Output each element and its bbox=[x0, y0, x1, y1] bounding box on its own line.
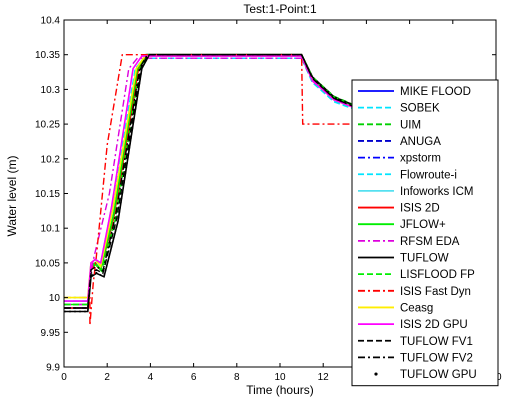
legend-label: SOBEK bbox=[400, 103, 440, 115]
legend-label: xpstorm bbox=[400, 153, 441, 165]
legend-label: UIM bbox=[400, 119, 421, 131]
y-tick-label: 9.95 bbox=[41, 328, 61, 339]
legend-label: ISIS Fast Dyn bbox=[400, 286, 471, 298]
x-axis-label: Time (hours) bbox=[246, 383, 314, 397]
y-tick-label: 9.9 bbox=[46, 363, 60, 374]
y-axis-label: Water level (m) bbox=[5, 156, 19, 237]
x-tick-label: 2 bbox=[104, 372, 110, 383]
y-tick-label: 10 bbox=[49, 293, 61, 304]
legend-entry: ISIS 2D GPU bbox=[358, 319, 468, 331]
y-tick-label: 10.1 bbox=[41, 224, 61, 235]
y-tick-label: 10.35 bbox=[35, 50, 60, 61]
legend-marker bbox=[374, 372, 378, 376]
legend-entry: SOBEK bbox=[358, 103, 440, 115]
y-tick-label: 10.2 bbox=[41, 154, 61, 165]
legend-label: TUFLOW FV2 bbox=[400, 352, 473, 364]
legend-entry: TUFLOW bbox=[358, 253, 449, 265]
legend-entry: TUFLOW GPU bbox=[374, 369, 477, 381]
x-tick-label: 4 bbox=[148, 372, 154, 383]
legend-label: Ceasg bbox=[400, 302, 433, 314]
legend-label: ANUGA bbox=[400, 136, 441, 148]
x-tick-label: 0 bbox=[61, 372, 67, 383]
series-line-13 bbox=[64, 54, 496, 326]
legend-label: LISFLOOD FP bbox=[400, 269, 475, 281]
y-tick-label: 10.05 bbox=[35, 258, 60, 269]
legend-label: Infoworks ICM bbox=[400, 186, 474, 198]
legend-entry: Flowroute-i bbox=[358, 169, 457, 181]
x-tick-label: 8 bbox=[234, 372, 240, 383]
legend-entry: TUFLOW FV1 bbox=[358, 336, 473, 348]
legend-entry: ISIS Fast Dyn bbox=[358, 286, 471, 298]
legend-entry: TUFLOW FV2 bbox=[358, 352, 473, 364]
legend-entry: LISFLOOD FP bbox=[358, 269, 475, 281]
legend-entry: Infoworks ICM bbox=[358, 186, 474, 198]
legend: MIKE FLOOD SOBEK UIM ANUGA xpstorm Flowroute-… bbox=[351, 79, 499, 387]
y-tick-label: 10.4 bbox=[41, 16, 61, 27]
legend-entry: xpstorm bbox=[358, 153, 441, 165]
x-tick-label: 10 bbox=[274, 372, 286, 383]
legend-entry: ISIS 2D bbox=[358, 203, 440, 215]
legend-label: ISIS 2D GPU bbox=[400, 319, 468, 331]
legend-label: TUFLOW FV1 bbox=[400, 336, 473, 348]
legend-entry: JFLOW+ bbox=[358, 219, 446, 231]
x-tick-label: 6 bbox=[191, 372, 197, 383]
legend-label: Flowroute-i bbox=[400, 169, 457, 181]
legend-entry: Ceasg bbox=[358, 302, 433, 314]
legend-entry: ANUGA bbox=[358, 136, 441, 148]
legend-label: RFSM EDA bbox=[400, 236, 460, 248]
x-tick-label: 12 bbox=[318, 372, 330, 383]
legend-label: ISIS 2D bbox=[400, 203, 440, 215]
legend-box bbox=[351, 79, 499, 387]
legend-entry: MIKE FLOOD bbox=[358, 86, 471, 98]
legend-label: MIKE FLOOD bbox=[400, 86, 471, 98]
legend-label: JFLOW+ bbox=[400, 219, 446, 231]
y-tick-label: 10.15 bbox=[35, 189, 60, 200]
chart-title: Test:1-Point:1 bbox=[243, 2, 317, 16]
y-tick-label: 10.3 bbox=[41, 85, 61, 96]
legend-entry: UIM bbox=[358, 119, 421, 131]
legend-label: TUFLOW GPU bbox=[400, 369, 477, 381]
legend-entry: RFSM EDA bbox=[358, 236, 460, 248]
legend-label: TUFLOW bbox=[400, 253, 449, 265]
y-tick-label: 10.25 bbox=[35, 120, 60, 131]
